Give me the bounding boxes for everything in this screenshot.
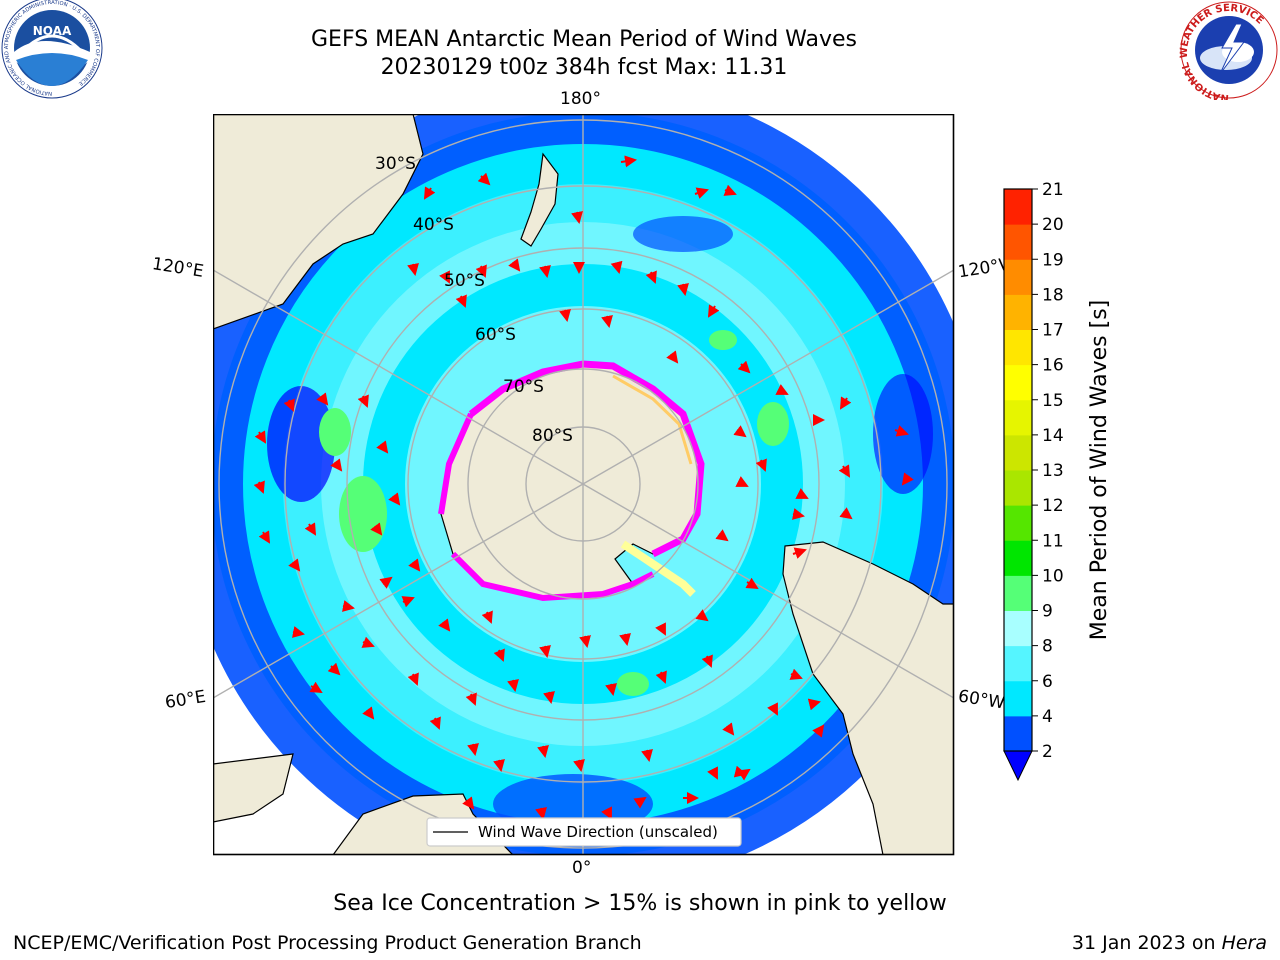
lat-label-40s: 40°S xyxy=(413,215,454,235)
australia-land xyxy=(213,114,424,330)
sea-ice xyxy=(438,360,705,602)
colorbar-segment xyxy=(1004,680,1032,717)
colorbar-tick-label: 15 xyxy=(1042,391,1064,411)
colorbar-tick-label: 16 xyxy=(1042,356,1064,376)
colorbar-tick-label: 17 xyxy=(1042,321,1064,341)
south-america-land xyxy=(782,541,954,855)
new-zealand-land xyxy=(520,152,559,247)
meridian-120w xyxy=(582,269,954,485)
colorbar: 2 4 6 8 9 10 11 12 13 14 15 16 17 18 19 20 21 Mean Perio… xyxy=(1003,180,1112,782)
meridian-120e xyxy=(213,269,584,485)
colorbar-segments xyxy=(1004,189,1032,752)
colorbar-label: Mean Period of Wind Waves [s] xyxy=(1087,300,1112,640)
wind-wave-arrows xyxy=(253,155,914,844)
lon-label-120e: 120°E xyxy=(150,254,205,282)
lon-label-60e: 60°E xyxy=(163,686,208,714)
lat-label-30s: 30°S xyxy=(375,154,416,174)
colorbar-segment xyxy=(1004,575,1032,611)
madagascar-land xyxy=(213,753,294,823)
colorbar-segment xyxy=(1004,259,1032,295)
colorbar-tick-label: 6 xyxy=(1042,672,1053,692)
lat-label-80s: 80°S xyxy=(532,426,573,446)
meridian-60w xyxy=(582,483,954,699)
colorbar-ticks: 2 4 6 8 9 10 11 12 13 14 15 16 17 18 19 20 21 xyxy=(1032,180,1064,762)
colorbar-tick-label: 4 xyxy=(1042,707,1053,727)
colorbar-segment xyxy=(1004,715,1032,752)
colorbar-segment xyxy=(1004,434,1032,471)
colorbar-segment xyxy=(1004,470,1032,506)
title-line-2: 20230129 t00z 384h fcst Max: 11.31 xyxy=(380,55,788,80)
colorbar-tick-label: 21 xyxy=(1042,180,1064,200)
title-line-1: GEFS MEAN Antarctic Mean Period of Wind … xyxy=(311,27,857,52)
colorbar-tick-label: 2 xyxy=(1042,742,1053,762)
legend-label: Wind Wave Direction (unscaled) xyxy=(478,823,718,841)
footer-left: NCEP/EMC/Verification Post Processing Pr… xyxy=(13,932,642,954)
noaa-logo: NATIONAL OCEANIC AND ATMOSPHERIC ADMINIS… xyxy=(1,0,103,99)
colorbar-tick-label: 20 xyxy=(1042,215,1064,235)
lat-label-60s: 60°S xyxy=(475,325,516,345)
lat-label-50s: 50°S xyxy=(444,271,485,291)
colorbar-tick-label: 12 xyxy=(1042,496,1064,516)
lon-label-0: 0° xyxy=(572,858,592,878)
nws-logo: NATIONAL WEATHER SERVICE xyxy=(1179,1,1278,100)
colorbar-segment xyxy=(1004,505,1032,541)
lat-label-70s: 70°S xyxy=(503,377,544,397)
colorbar-segment xyxy=(1004,329,1032,366)
footer-machine: Hera xyxy=(1221,932,1267,954)
colorbar-segment xyxy=(1004,364,1032,401)
noaa-logo-text: NOAA xyxy=(33,24,72,38)
colorbar-segment xyxy=(1004,540,1032,576)
colorbar-tick-label: 19 xyxy=(1042,250,1064,270)
colorbar-segment xyxy=(1004,224,1032,260)
map-frame xyxy=(213,114,955,856)
sea-ice-note: Sea Ice Concentration > 15% is shown in … xyxy=(333,891,947,916)
colorbar-tick-label: 13 xyxy=(1042,461,1064,481)
footer-right: 31 Jan 2023 on Hera xyxy=(1072,932,1267,954)
colorbar-segment xyxy=(1004,399,1032,436)
colorbar-segment xyxy=(1004,645,1032,682)
colorbar-tick-label: 10 xyxy=(1042,566,1064,586)
colorbar-segment xyxy=(1004,189,1032,225)
map-legend: Wind Wave Direction (unscaled) xyxy=(426,817,742,847)
colorbar-tick-label: 9 xyxy=(1042,602,1053,622)
antarctic-map: 30°S 40°S 50°S 60°S 70°S 80°S Wind Wave … xyxy=(213,114,955,856)
footer-date: 31 Jan 2023 on xyxy=(1071,932,1222,954)
colorbar-tick-label: 11 xyxy=(1042,531,1064,551)
colorbar-tick-label: 8 xyxy=(1042,637,1053,657)
graticule xyxy=(213,114,954,855)
colorbar-segment xyxy=(1004,610,1032,647)
colorbar-segment xyxy=(1004,294,1032,330)
land-masses xyxy=(213,114,954,855)
colorbar-tick-label: 18 xyxy=(1042,285,1064,305)
lon-label-180: 180° xyxy=(560,89,601,109)
colorbar-under-triangle xyxy=(1003,750,1033,782)
colorbar-tick-label: 14 xyxy=(1042,426,1064,446)
meridian-60e xyxy=(213,483,584,699)
